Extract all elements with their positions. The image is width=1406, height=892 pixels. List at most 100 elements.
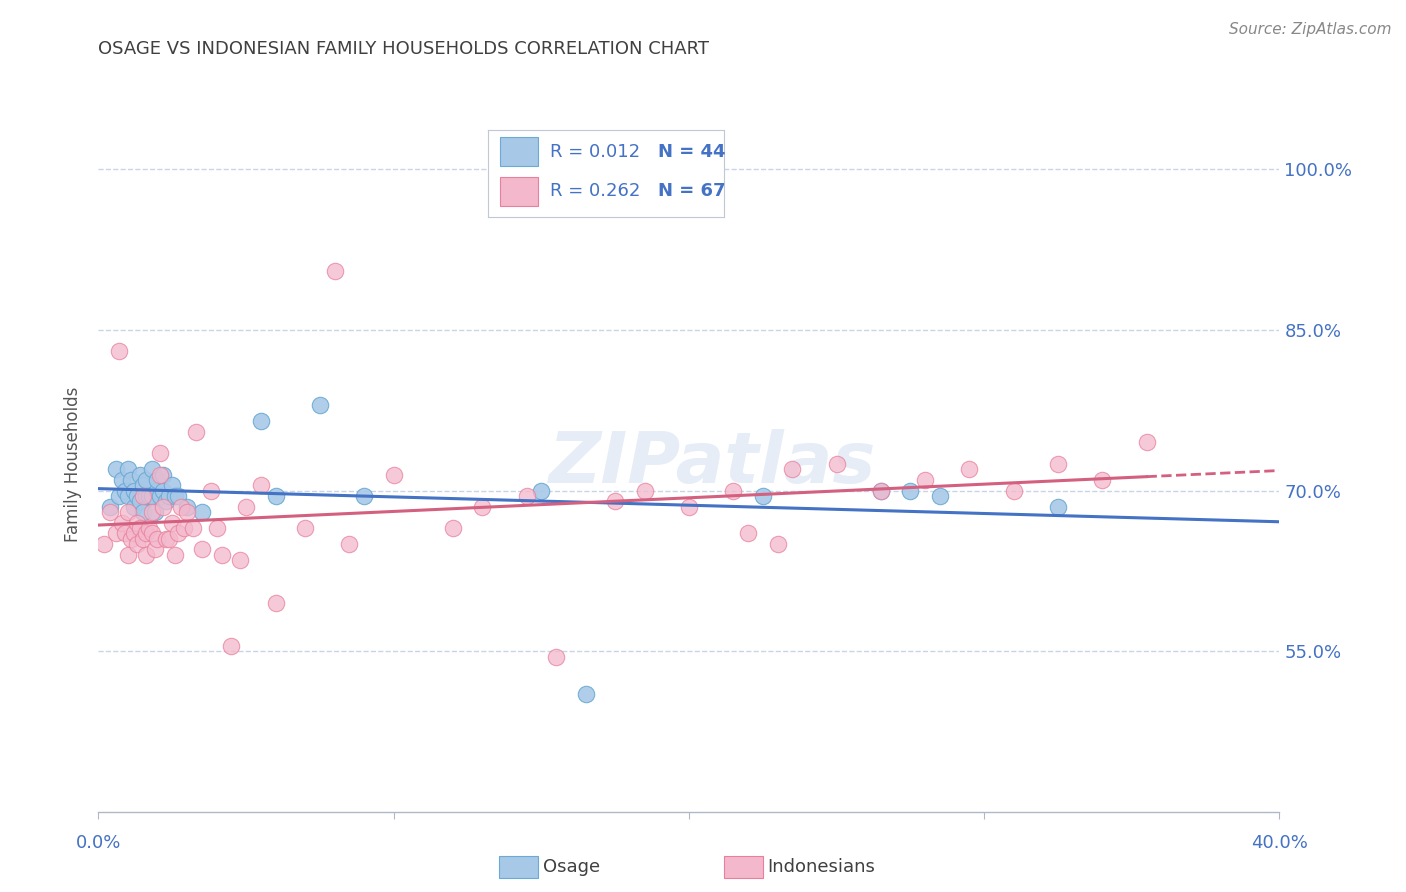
Point <box>117 548 139 562</box>
Y-axis label: Family Households: Family Households <box>65 386 83 541</box>
Point <box>98 505 121 519</box>
Text: 0.0%: 0.0% <box>76 834 121 852</box>
Point <box>152 467 174 482</box>
Point <box>605 494 627 508</box>
Point <box>155 532 177 546</box>
Point <box>546 649 568 664</box>
Point <box>441 521 464 535</box>
Point <box>122 483 145 498</box>
Point <box>323 264 346 278</box>
Point <box>132 505 155 519</box>
Point <box>173 521 195 535</box>
Point <box>574 687 596 701</box>
Text: Source: ZipAtlas.com: Source: ZipAtlas.com <box>1229 22 1392 37</box>
Point <box>250 478 273 492</box>
Point <box>1002 483 1025 498</box>
Point <box>1046 457 1069 471</box>
Point <box>125 516 148 530</box>
Point <box>928 489 950 503</box>
Text: R = 0.262: R = 0.262 <box>550 182 640 200</box>
Point <box>782 462 804 476</box>
Point <box>200 483 222 498</box>
Point <box>122 526 145 541</box>
Point <box>146 473 169 487</box>
Point <box>120 473 142 487</box>
Point <box>125 489 148 503</box>
Point <box>120 532 142 546</box>
Point <box>309 398 332 412</box>
Point <box>250 414 273 428</box>
Point <box>167 489 190 503</box>
Point <box>141 489 163 503</box>
Point <box>515 489 537 503</box>
Point <box>294 521 316 535</box>
Text: R = 0.012: R = 0.012 <box>550 143 640 161</box>
Point <box>191 542 214 557</box>
Point <box>1135 435 1157 450</box>
Point <box>219 639 242 653</box>
Point <box>135 473 157 487</box>
Point <box>128 494 150 508</box>
Point <box>114 483 136 498</box>
Point <box>1046 500 1069 514</box>
Point <box>111 473 134 487</box>
Point <box>149 489 172 503</box>
Text: Osage: Osage <box>543 858 600 876</box>
Bar <box>501 177 537 206</box>
Point <box>117 489 139 503</box>
Point <box>141 462 163 476</box>
Point <box>162 478 183 492</box>
Point <box>111 516 134 530</box>
Point <box>149 467 172 482</box>
Point <box>678 500 700 514</box>
Point <box>108 344 131 359</box>
Point <box>155 494 177 508</box>
Point <box>264 596 287 610</box>
Point <box>165 548 187 562</box>
Point <box>143 542 166 557</box>
Point <box>135 489 157 503</box>
Point <box>132 532 155 546</box>
Point <box>135 526 157 541</box>
Point <box>229 553 252 567</box>
Point <box>128 467 150 482</box>
Text: OSAGE VS INDONESIAN FAMILY HOUSEHOLDS CORRELATION CHART: OSAGE VS INDONESIAN FAMILY HOUSEHOLDS CO… <box>98 40 710 58</box>
Point <box>869 483 891 498</box>
Point <box>170 500 193 514</box>
Point <box>98 500 121 514</box>
Point <box>235 500 257 514</box>
Point <box>157 532 180 546</box>
Point <box>530 483 553 498</box>
Point <box>165 489 187 503</box>
Point <box>122 500 145 514</box>
Point <box>138 521 160 535</box>
Bar <box>501 136 537 167</box>
Point <box>205 521 228 535</box>
Point <box>143 505 166 519</box>
Point <box>117 462 139 476</box>
Point <box>723 483 745 498</box>
Point <box>167 526 190 541</box>
Point <box>339 537 360 551</box>
Point <box>132 478 155 492</box>
Point <box>146 483 169 498</box>
Point <box>152 500 174 514</box>
Point <box>900 483 922 498</box>
Text: ZIPatlas: ZIPatlas <box>548 429 876 499</box>
Point <box>132 489 155 503</box>
Point <box>162 516 183 530</box>
Point <box>114 526 136 541</box>
Point <box>141 526 163 541</box>
Point <box>737 526 759 541</box>
Point <box>125 537 148 551</box>
Text: 40.0%: 40.0% <box>1251 834 1308 852</box>
Point <box>93 537 115 551</box>
Point <box>869 483 891 498</box>
Point <box>633 483 655 498</box>
Point <box>157 489 180 503</box>
Point <box>141 505 163 519</box>
Text: Indonesians: Indonesians <box>768 858 876 876</box>
Point <box>211 548 233 562</box>
Point <box>105 462 128 476</box>
Point <box>176 500 198 514</box>
